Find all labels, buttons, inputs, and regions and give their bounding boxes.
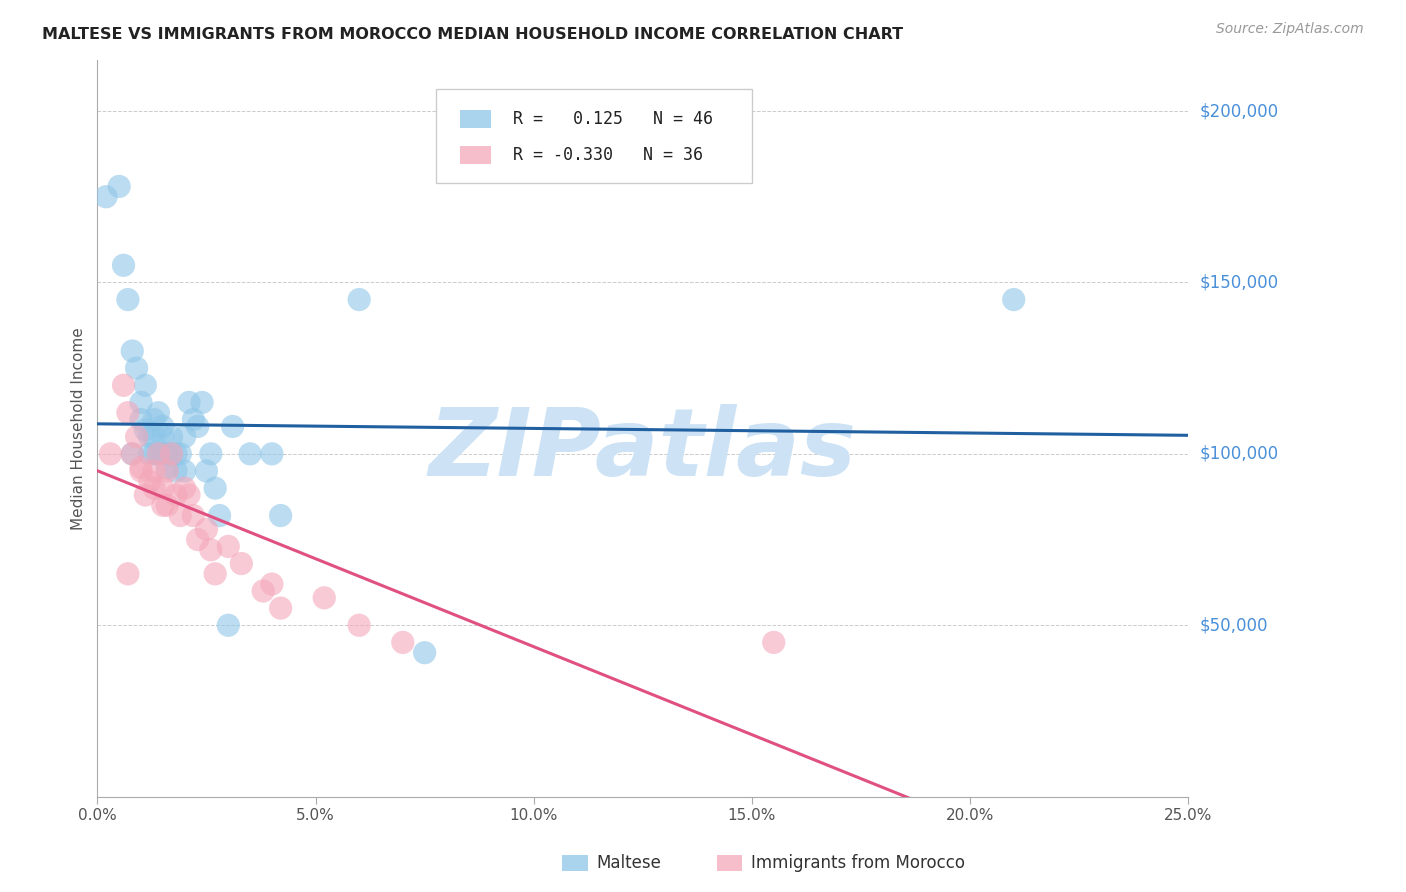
- Point: [183, 508, 205, 523]
- Point: [134, 423, 156, 437]
- Point: [173, 464, 195, 478]
- Text: Source: ZipAtlas.com: Source: ZipAtlas.com: [1216, 22, 1364, 37]
- Point: [108, 179, 131, 194]
- Point: [138, 475, 160, 489]
- Point: [143, 447, 166, 461]
- Point: [156, 464, 179, 478]
- Point: [117, 406, 139, 420]
- Point: [191, 395, 214, 409]
- Point: [152, 430, 174, 444]
- Point: [260, 447, 283, 461]
- Point: [152, 447, 174, 461]
- Point: [169, 508, 191, 523]
- Text: Maltese: Maltese: [596, 855, 661, 872]
- Text: ZIPatlas: ZIPatlas: [429, 404, 856, 496]
- Point: [347, 293, 370, 307]
- Point: [152, 498, 174, 512]
- Point: [148, 406, 170, 420]
- Point: [173, 481, 195, 495]
- Text: $150,000: $150,000: [1199, 274, 1278, 292]
- Point: [177, 488, 200, 502]
- Point: [117, 566, 139, 581]
- Point: [143, 412, 166, 426]
- Point: [121, 447, 143, 461]
- Point: [221, 419, 243, 434]
- Y-axis label: Median Household Income: Median Household Income: [72, 326, 86, 530]
- Point: [165, 447, 187, 461]
- Point: [156, 498, 179, 512]
- Point: [204, 566, 226, 581]
- Point: [208, 508, 231, 523]
- Text: Immigrants from Morocco: Immigrants from Morocco: [751, 855, 965, 872]
- Point: [200, 447, 222, 461]
- Point: [200, 542, 222, 557]
- Point: [252, 584, 274, 599]
- Point: [134, 378, 156, 392]
- Point: [347, 618, 370, 632]
- Point: [143, 430, 166, 444]
- Point: [125, 430, 148, 444]
- Point: [160, 447, 183, 461]
- Point: [217, 540, 239, 554]
- Point: [217, 618, 239, 632]
- Point: [129, 395, 152, 409]
- Point: [231, 557, 253, 571]
- Point: [239, 447, 262, 461]
- Point: [148, 447, 170, 461]
- Point: [94, 190, 117, 204]
- Point: [152, 419, 174, 434]
- Point: [156, 460, 179, 475]
- Text: $50,000: $50,000: [1199, 616, 1268, 634]
- Point: [195, 464, 218, 478]
- Point: [187, 533, 209, 547]
- Point: [160, 447, 183, 461]
- Point: [173, 430, 195, 444]
- Point: [121, 447, 143, 461]
- Point: [413, 646, 436, 660]
- Point: [165, 464, 187, 478]
- Point: [177, 395, 200, 409]
- Point: [270, 601, 292, 615]
- Point: [187, 419, 209, 434]
- Point: [125, 361, 148, 376]
- Text: MALTESE VS IMMIGRANTS FROM MOROCCO MEDIAN HOUSEHOLD INCOME CORRELATION CHART: MALTESE VS IMMIGRANTS FROM MOROCCO MEDIA…: [42, 27, 903, 42]
- Text: R = -0.330   N = 36: R = -0.330 N = 36: [513, 145, 703, 163]
- Text: R =   0.125   N = 46: R = 0.125 N = 46: [513, 110, 713, 128]
- Point: [138, 447, 160, 461]
- Point: [129, 412, 152, 426]
- Text: $100,000: $100,000: [1199, 445, 1278, 463]
- Point: [148, 447, 170, 461]
- Point: [138, 430, 160, 444]
- Point: [112, 258, 135, 272]
- Point: [143, 481, 166, 495]
- Point: [117, 293, 139, 307]
- Point: [152, 481, 174, 495]
- Point: [204, 481, 226, 495]
- Point: [134, 488, 156, 502]
- Point: [165, 488, 187, 502]
- Text: $200,000: $200,000: [1199, 102, 1278, 120]
- Point: [112, 378, 135, 392]
- Point: [260, 577, 283, 591]
- Point: [121, 343, 143, 358]
- Point: [314, 591, 336, 605]
- Point: [129, 460, 152, 475]
- Point: [1002, 293, 1025, 307]
- Point: [143, 464, 166, 478]
- Point: [391, 635, 413, 649]
- Point: [195, 522, 218, 536]
- Point: [129, 464, 152, 478]
- Point: [183, 412, 205, 426]
- Point: [100, 447, 122, 461]
- Point: [156, 447, 179, 461]
- Point: [169, 447, 191, 461]
- Point: [160, 430, 183, 444]
- Point: [270, 508, 292, 523]
- Point: [762, 635, 785, 649]
